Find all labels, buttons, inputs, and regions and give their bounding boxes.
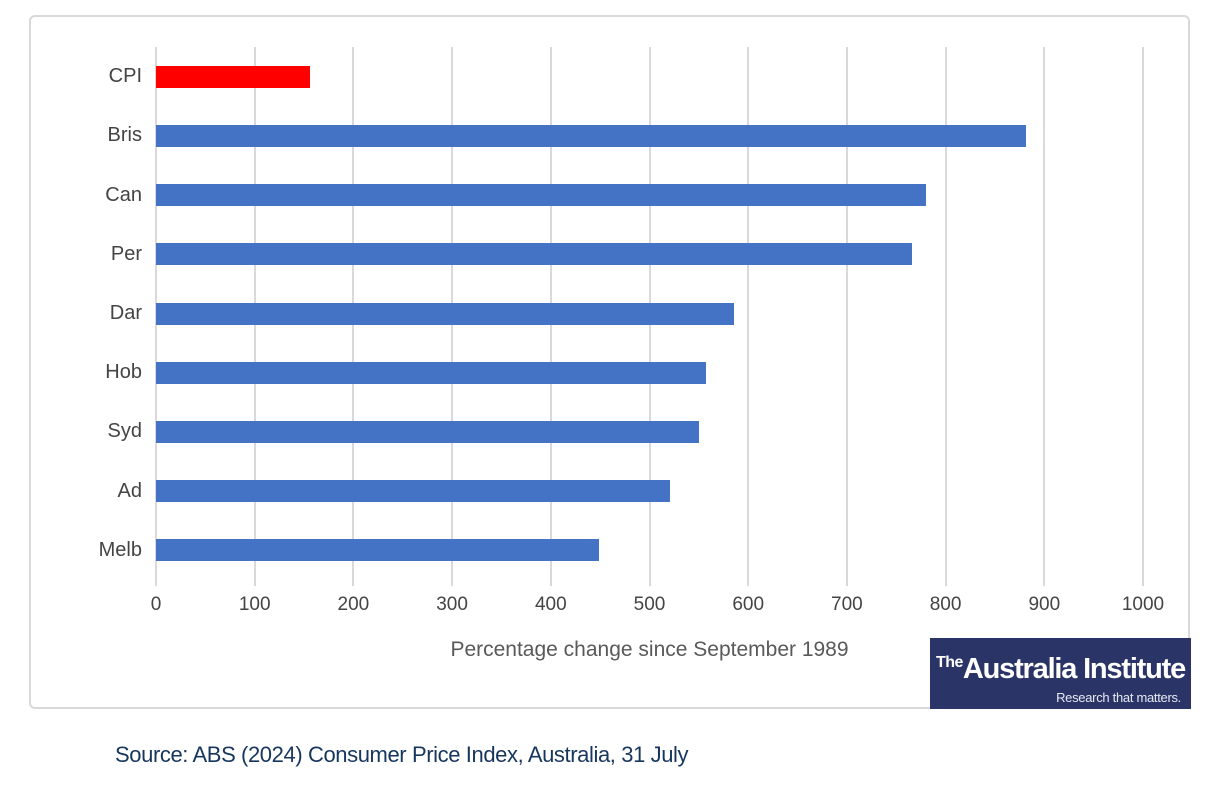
tick-label-200: 200 [337, 594, 370, 615]
bar-bris [156, 124, 1026, 147]
tick-label-100: 100 [238, 594, 271, 615]
tick-label-600: 600 [732, 594, 765, 615]
logo-wordmark: TheAustralia Institute [930, 648, 1191, 689]
chart-frame: CPI Bris Can Per Dar Hob Syd Ad Melb 0 100 200 300 4… [29, 15, 1190, 709]
category-label-per: Per [110, 242, 142, 265]
logo-name: Australia Institute [962, 653, 1186, 685]
bar-syd [156, 420, 699, 443]
bar-ad [156, 480, 671, 503]
gridline-800 [944, 47, 947, 586]
x-axis-title: Percentage change since September 1989 [450, 638, 849, 661]
category-label-hob: Hob [105, 361, 142, 384]
plot-area [155, 47, 1144, 586]
bar-hob [156, 361, 706, 384]
tick-label-400: 400 [534, 594, 567, 615]
tick-label-1000: 1000 [1121, 594, 1165, 615]
logo-tagline: Research that matters. [1056, 690, 1181, 705]
tick-label-500: 500 [633, 594, 666, 615]
gridline-1000 [1142, 47, 1144, 586]
category-label-melb: Melb [98, 538, 142, 561]
category-label-bris: Bris [107, 124, 142, 147]
category-label-cpi: CPI [108, 65, 142, 88]
gridline-600 [747, 47, 750, 586]
category-label-dar: Dar [109, 301, 142, 324]
bar-can [156, 184, 926, 207]
australia-institute-logo: TheAustralia Institute Research that mat… [930, 638, 1191, 709]
tick-label-0: 0 [150, 594, 162, 615]
bar-per [156, 243, 913, 266]
tick-label-900: 900 [1028, 594, 1061, 615]
category-label-syd: Syd [107, 420, 142, 443]
bar-cpi [156, 65, 310, 88]
tick-label-800: 800 [929, 594, 962, 615]
gridline-700 [845, 47, 848, 586]
source-citation: Source: ABS (2024) Consumer Price Index,… [115, 742, 689, 767]
tick-label-300: 300 [436, 594, 468, 615]
bar-dar [156, 302, 735, 325]
gridline-900 [1043, 47, 1046, 586]
bar-melb [156, 539, 600, 562]
logo-the: The [935, 654, 963, 671]
category-label-ad: Ad [117, 479, 142, 502]
tick-label-700: 700 [831, 594, 863, 615]
category-label-can: Can [105, 183, 142, 206]
